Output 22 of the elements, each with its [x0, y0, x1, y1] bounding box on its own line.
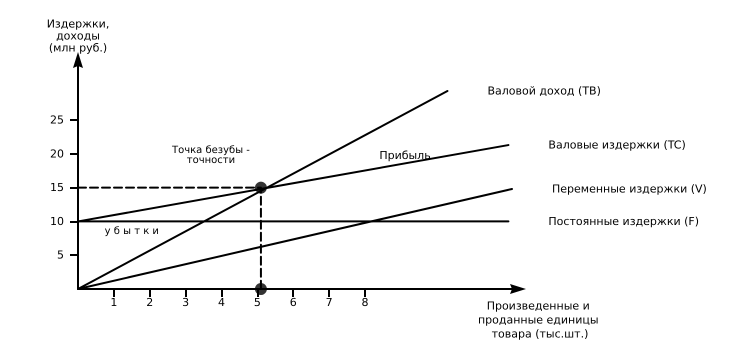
annotation: Прибыль	[379, 149, 431, 162]
x-tick-label: 6	[290, 296, 297, 309]
x-tick-label: 3	[182, 296, 190, 309]
x-tick-label: 4	[218, 296, 225, 309]
x-tick-label: 7	[326, 296, 333, 309]
x-tick-label: 2	[146, 296, 154, 309]
y-tick-label: 15	[50, 181, 64, 194]
x-tick-label: 8	[361, 296, 368, 309]
y-tick-label: 10	[50, 214, 64, 228]
text: Валовой доход (TB)	[487, 84, 601, 98]
y-axis-title: Издержки, доходы (млн руб.)	[46, 18, 110, 54]
annotation: Точка безубы - точности	[170, 145, 250, 166]
text: Постоянные издержки (F)	[548, 214, 700, 228]
x-axis-title: Произведенные и проданные единицы товара (тыс.шт.)	[478, 300, 602, 340]
text: Переменные издержки (V)	[552, 182, 707, 196]
x-tick-label: 5	[254, 296, 261, 309]
annotation: у б ы т к и	[104, 226, 159, 237]
y-tick-label: 5	[57, 248, 64, 262]
text: Валовые издержки (TC)	[548, 138, 686, 152]
y-tick-label: 25	[50, 114, 64, 127]
y-tick-label: 20	[50, 147, 64, 160]
x-tick-label: 1	[110, 296, 118, 309]
